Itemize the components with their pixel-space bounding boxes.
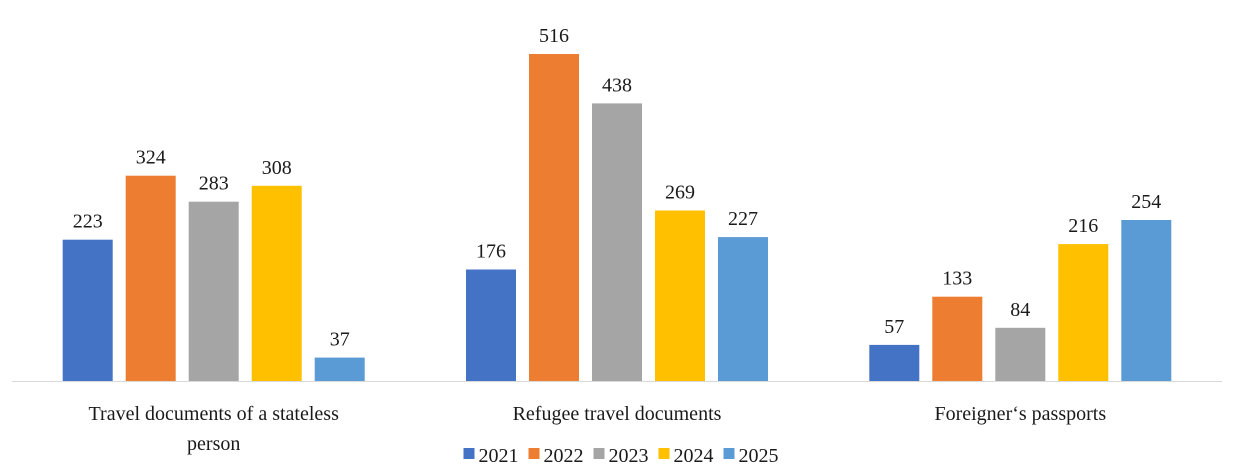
data-label-2023-cat1: 438: [602, 74, 632, 96]
data-label-2024-cat2: 216: [1068, 215, 1098, 237]
category-label-0-line1: person: [187, 433, 240, 455]
data-label-2023-cat0: 283: [199, 173, 229, 195]
legend-swatch-2023: [593, 448, 605, 459]
data-label-2021-cat0: 223: [73, 211, 103, 233]
data-label-2023-cat2: 84: [1010, 299, 1030, 321]
bar-2021-cat0: [62, 239, 113, 381]
legend-label-2024: 2024: [674, 445, 714, 467]
data-label-2022-cat0: 324: [136, 147, 166, 169]
data-label-2022-cat1: 516: [539, 25, 569, 47]
bar-2022-cat1: [529, 54, 579, 381]
bar-2023-cat0: [188, 201, 239, 381]
legend-label-2021: 2021: [479, 445, 519, 467]
category-label-1-line0: Refugee travel documents: [513, 403, 722, 425]
legend-label-2023: 2023: [609, 445, 649, 467]
data-label-2024-cat0: 308: [262, 157, 292, 179]
bar-2022-cat2: [932, 296, 983, 381]
bar-2023-cat1: [592, 103, 642, 382]
data-label-2024-cat1: 269: [665, 182, 695, 204]
data-label-2022-cat2: 133: [942, 268, 972, 290]
data-label-2021-cat2: 57: [884, 316, 904, 338]
category-label-2-line0: Foreigner‘s passports: [934, 403, 1106, 425]
data-label-2025-cat0: 37: [330, 329, 350, 351]
bar-2024-cat1: [655, 210, 705, 381]
legend-label-2025: 2025: [739, 445, 779, 467]
legend-swatch-2021: [463, 448, 475, 459]
bar-2024-cat2: [1058, 244, 1109, 381]
data-label-2025-cat1: 227: [728, 208, 758, 230]
bar-2021-cat1: [466, 269, 516, 381]
bar-2025-cat0: [314, 357, 365, 381]
data-label-2021-cat1: 176: [476, 241, 506, 263]
category-label-0-line0: Travel documents of a stateless: [89, 403, 340, 425]
bar-2021-cat2: [869, 344, 920, 381]
data-label-2025-cat2: 254: [1131, 191, 1161, 213]
bar-2023-cat2: [995, 327, 1046, 381]
bar-2025-cat1: [718, 237, 768, 381]
legend-swatch-2025: [723, 448, 735, 459]
bar-2025-cat2: [1121, 220, 1172, 381]
legend-label-2022: 2022: [544, 445, 584, 467]
legend-swatch-2022: [528, 448, 540, 459]
bar-2024-cat0: [251, 185, 302, 381]
bar-2022-cat0: [125, 175, 176, 381]
legend-swatch-2024: [658, 448, 670, 459]
